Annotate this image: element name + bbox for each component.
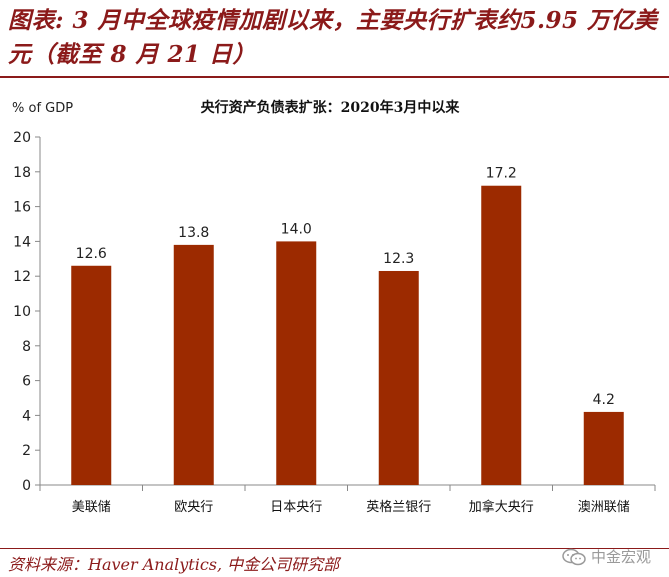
y-tick-label: 2 (22, 443, 31, 459)
source-rule (0, 548, 669, 549)
data-label-1: 12.6 (76, 246, 107, 262)
bar-5 (481, 185, 522, 485)
y-tick-label: 4 (22, 408, 31, 424)
data-label-2: 13.8 (178, 225, 209, 241)
y-tick-label: 18 (13, 165, 31, 181)
chart-subtitle: 央行资产负债表扩张：2020年3月中以来 (201, 99, 461, 116)
x-axis (39, 484, 656, 491)
data-label-5: 17.2 (486, 166, 517, 182)
y-tick-label: 0 (22, 478, 31, 494)
category-label-5: 加拿大央行 (469, 499, 534, 515)
y-tick-label: 20 (13, 130, 31, 146)
bar-2 (173, 244, 214, 485)
data-label-3: 14.0 (281, 221, 312, 237)
watermark-text: 中金宏观 (590, 548, 651, 566)
y-tick-label: 10 (13, 304, 31, 320)
y-tick-label: 8 (22, 339, 31, 355)
category-label-3: 日本央行 (270, 500, 322, 515)
y-tick-label: 16 (13, 200, 31, 216)
y-tick-label: 12 (13, 269, 31, 285)
data-label-4: 12.3 (383, 251, 414, 267)
category-label-4: 英格兰银行 (366, 499, 431, 515)
y-axis: 0 2 4 6 8 10 12 14 16 18 20 (13, 130, 41, 494)
category-label-6: 澳洲联储 (578, 499, 630, 515)
watermark: 中金宏观 (561, 546, 651, 567)
figure-title: 图表: 3 月中全球疫情加剧以来，主要央行扩表约5.95 万亿美元（截至 8 月… (8, 7, 658, 68)
y-tick-label: 6 (22, 374, 31, 390)
y-tick-label: 14 (13, 234, 31, 250)
category-label-1: 美联储 (72, 500, 111, 515)
bar-4 (378, 270, 419, 485)
source-note: 资料来源：Haver Analytics, 中金公司研究部 (8, 555, 340, 574)
category-label-2: 欧央行 (174, 500, 213, 515)
title-rule (0, 76, 669, 78)
bar-1 (71, 265, 112, 485)
wechat-icon (562, 548, 586, 565)
bar-chart: 央行资产负债表扩张：2020年3月中以来 % of GDP 0 2 4 6 8 10 12 1… (12, 99, 656, 515)
y-axis-label: % of GDP (12, 101, 73, 116)
data-label-6: 4.2 (593, 392, 615, 408)
bars: 12.6 美联储 13.8 欧央行 14.0 日本央行 12.3 英格兰银行 17.2 加拿大央行… (71, 166, 630, 515)
bar-3 (276, 241, 317, 485)
bar-6 (583, 411, 624, 485)
